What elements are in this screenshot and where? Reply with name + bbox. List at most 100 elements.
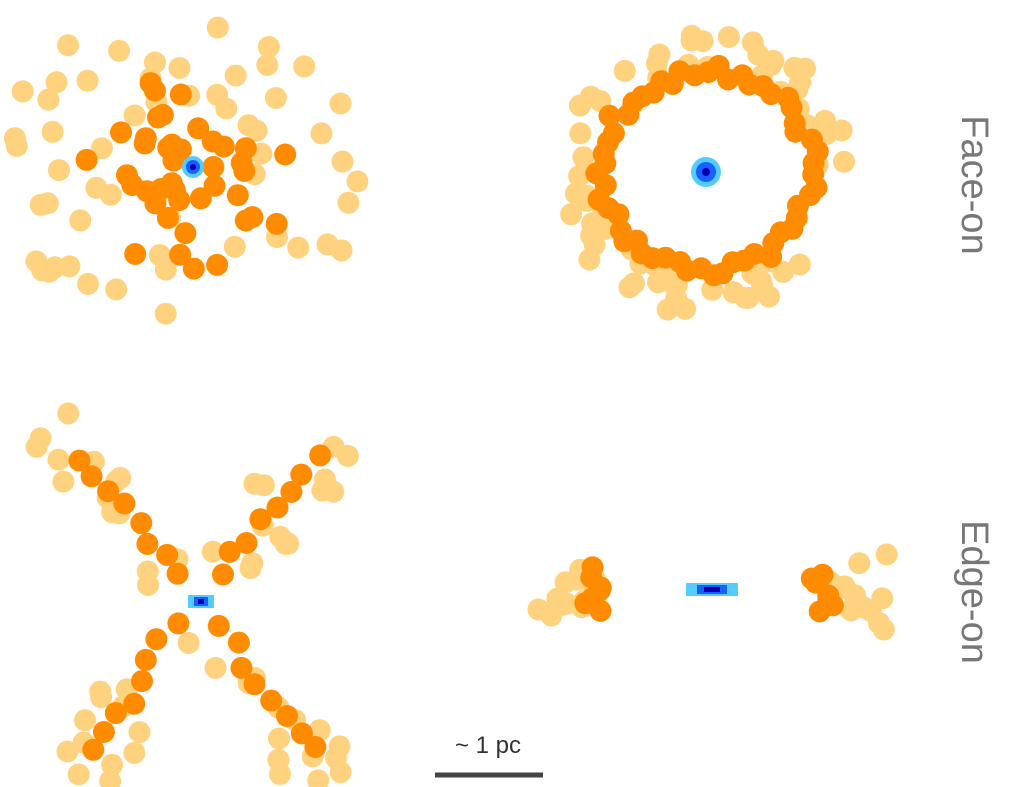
cloud-diffuse <box>240 557 262 579</box>
core-inner <box>702 168 710 176</box>
cloud-diffuse <box>100 184 122 206</box>
cloud-dense <box>233 160 255 182</box>
cloud-dense <box>167 563 189 585</box>
cloud-diffuse <box>205 657 227 679</box>
cloud-dense <box>152 104 174 126</box>
cloud-diffuse <box>317 233 339 255</box>
cloud-dense <box>599 105 621 127</box>
cloud-diffuse <box>256 54 278 76</box>
cloud-diffuse <box>68 763 90 785</box>
cloud-dense <box>235 210 257 232</box>
cloud-diffuse <box>57 402 79 424</box>
clouds <box>4 17 898 787</box>
cloud-diffuse <box>155 303 177 325</box>
cloud-dense <box>144 80 166 102</box>
cloud-diffuse <box>4 127 26 149</box>
cloud-dense <box>170 84 192 106</box>
cloud-dense <box>105 702 127 724</box>
cloud-dense <box>260 690 282 712</box>
cloud-dense <box>212 564 234 586</box>
cloud-diffuse <box>30 427 52 449</box>
cloud-dense <box>803 152 825 174</box>
cloud-diffuse <box>108 40 130 62</box>
cloud-dense <box>97 480 119 502</box>
cloud-dense <box>169 244 191 266</box>
core-inner <box>198 599 204 604</box>
cloud-diffuse <box>747 44 769 66</box>
cloud-diffuse <box>584 234 606 256</box>
cloud-diffuse <box>614 60 636 82</box>
cloud-dense <box>274 144 296 166</box>
cloud-diffuse <box>275 533 297 555</box>
cloud-diffuse <box>814 110 836 132</box>
cloud-diffuse <box>337 192 359 214</box>
cloud-diffuse <box>718 26 740 48</box>
cloud-diffuse <box>69 209 91 231</box>
cloud-dense <box>206 254 228 276</box>
cloud-dense <box>276 705 298 727</box>
cloud-diffuse <box>253 474 275 496</box>
cloud-diffuse <box>215 98 237 120</box>
cloud-diffuse <box>129 721 151 743</box>
cloud-diffuse <box>623 272 645 294</box>
cloud-diffuse <box>871 587 893 609</box>
cloud-diffuse <box>307 769 329 787</box>
cloud-dense <box>110 121 132 143</box>
cloud-dense <box>204 175 226 197</box>
cloud-diffuse <box>77 70 99 92</box>
cloud-dense <box>82 739 104 761</box>
cloud-dense <box>135 649 157 671</box>
cloud-diffuse <box>48 449 70 471</box>
cloud-diffuse <box>149 244 171 266</box>
cloud-diffuse <box>77 273 99 295</box>
cloud-diffuse <box>664 293 686 315</box>
cloud-diffuse <box>873 619 895 641</box>
cloud-diffuse <box>42 121 64 143</box>
cloud-diffuse <box>311 122 333 144</box>
cloud-diffuse <box>225 65 247 87</box>
cloud-diffuse <box>37 89 59 111</box>
cloud-diffuse <box>268 728 290 750</box>
cloud-diffuse <box>238 114 260 136</box>
cloud-diffuse <box>37 192 59 214</box>
cloud-diffuse <box>12 80 34 102</box>
cloud-diffuse <box>265 87 287 109</box>
cloud-dense <box>817 585 839 607</box>
cloud-dense <box>121 174 143 196</box>
cloud-dense <box>130 512 152 534</box>
side-label: Edge-on <box>953 520 995 664</box>
cloud-dense <box>135 127 157 149</box>
cloud-diffuse <box>178 632 200 654</box>
cloud-diffuse <box>48 159 70 181</box>
cloud-diffuse <box>224 236 246 258</box>
cloud-dense <box>227 184 249 206</box>
cloud-dense <box>580 566 602 588</box>
cloud-diffuse <box>758 286 780 308</box>
core-inner <box>190 164 196 170</box>
cloud-dense <box>174 222 196 244</box>
cloud-diffuse <box>89 681 111 703</box>
cloud-diffuse <box>329 735 351 757</box>
cloud-diffuse <box>784 57 806 79</box>
cloud-dense <box>131 670 153 692</box>
cloud-diffuse <box>833 151 855 173</box>
cloud-diffuse <box>560 203 582 225</box>
diagram: Face-on Edge-on ~ 1 pc <box>0 0 1018 787</box>
cloud-dense <box>812 564 834 586</box>
cloud-dense <box>290 464 312 486</box>
cloud-diffuse <box>57 34 79 56</box>
cloud-diffuse <box>692 30 714 52</box>
cloud-diffuse <box>123 742 145 764</box>
cloud-dense <box>581 588 603 610</box>
cloud-dense <box>136 533 158 555</box>
cloud-dense <box>304 736 326 758</box>
cloud-dense <box>145 628 167 650</box>
cloud-diffuse <box>269 763 291 785</box>
cloud-dense <box>266 213 288 235</box>
core-inner <box>704 587 720 592</box>
cloud-dense <box>124 243 146 265</box>
cloud-dense <box>76 149 98 171</box>
cloud-dense <box>157 207 179 229</box>
cloud-diffuse <box>58 255 80 277</box>
cloud-diffuse <box>569 95 591 117</box>
